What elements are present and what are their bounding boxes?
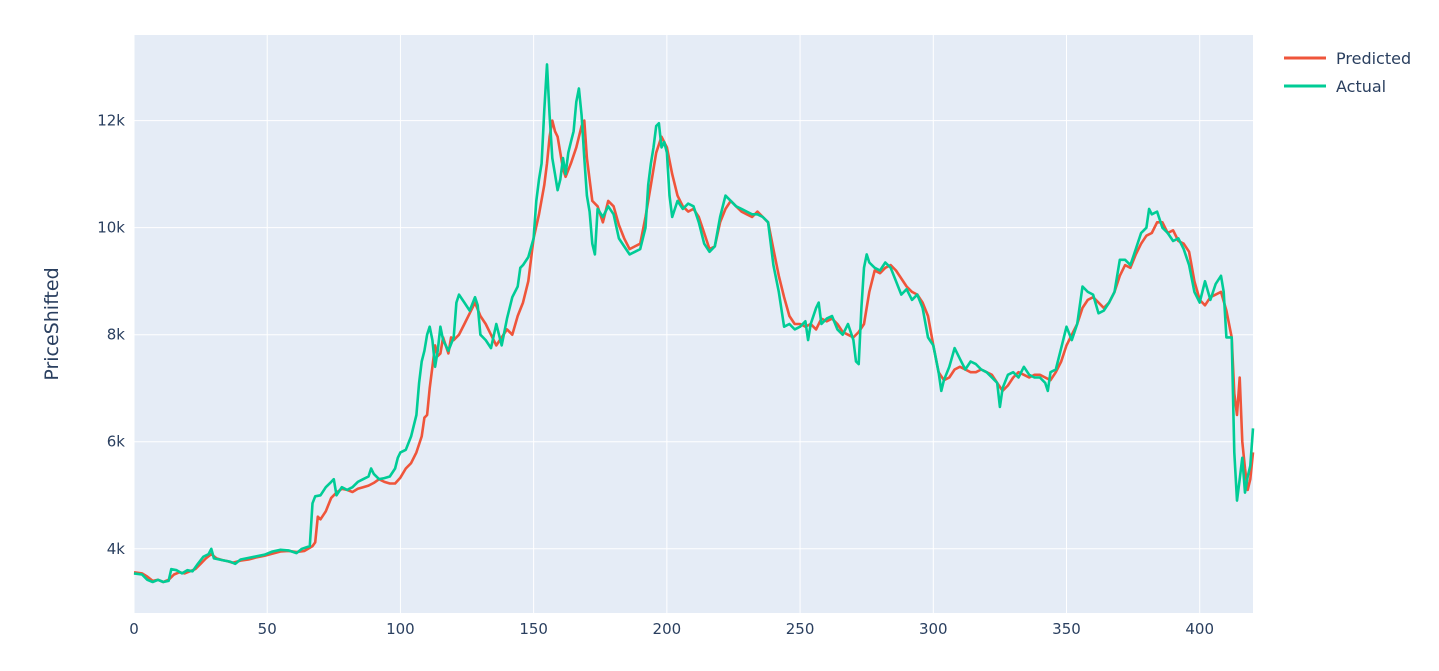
x-tick-label: 200 xyxy=(653,620,682,638)
y-axis-tick-labels: 4k 6k 8k 10k 12k xyxy=(97,112,125,558)
x-tick-label: 100 xyxy=(386,620,415,638)
y-tick-label: 4k xyxy=(107,540,126,558)
x-tick-label: 150 xyxy=(519,620,548,638)
y-tick-label: 6k xyxy=(107,433,126,451)
x-tick-label: 300 xyxy=(919,620,948,638)
y-tick-label: 10k xyxy=(97,219,125,237)
x-tick-label: 350 xyxy=(1052,620,1081,638)
series-lines xyxy=(133,63,1255,584)
x-axis-tick-labels: 0 50 100 150 200 250 300 350 400 xyxy=(129,620,1214,638)
legend-label: Predicted xyxy=(1336,49,1411,68)
legend-label: Actual xyxy=(1336,77,1386,96)
x-tick-label: 0 xyxy=(129,620,139,638)
x-tick-label: 400 xyxy=(1185,620,1214,638)
y-axis-title: PriceShifted xyxy=(41,267,63,380)
x-tick-label: 50 xyxy=(258,620,277,638)
plot-background xyxy=(134,35,1253,613)
legend-item-actual[interactable]: Actual xyxy=(1284,77,1386,96)
legend-item-predicted[interactable]: Predicted xyxy=(1284,49,1411,68)
legend[interactable]: Predicted Actual xyxy=(1284,49,1411,96)
x-tick-label: 250 xyxy=(786,620,815,638)
y-tick-label: 12k xyxy=(97,112,125,130)
series-line-actual xyxy=(133,63,1255,584)
y-tick-label: 8k xyxy=(107,326,126,344)
